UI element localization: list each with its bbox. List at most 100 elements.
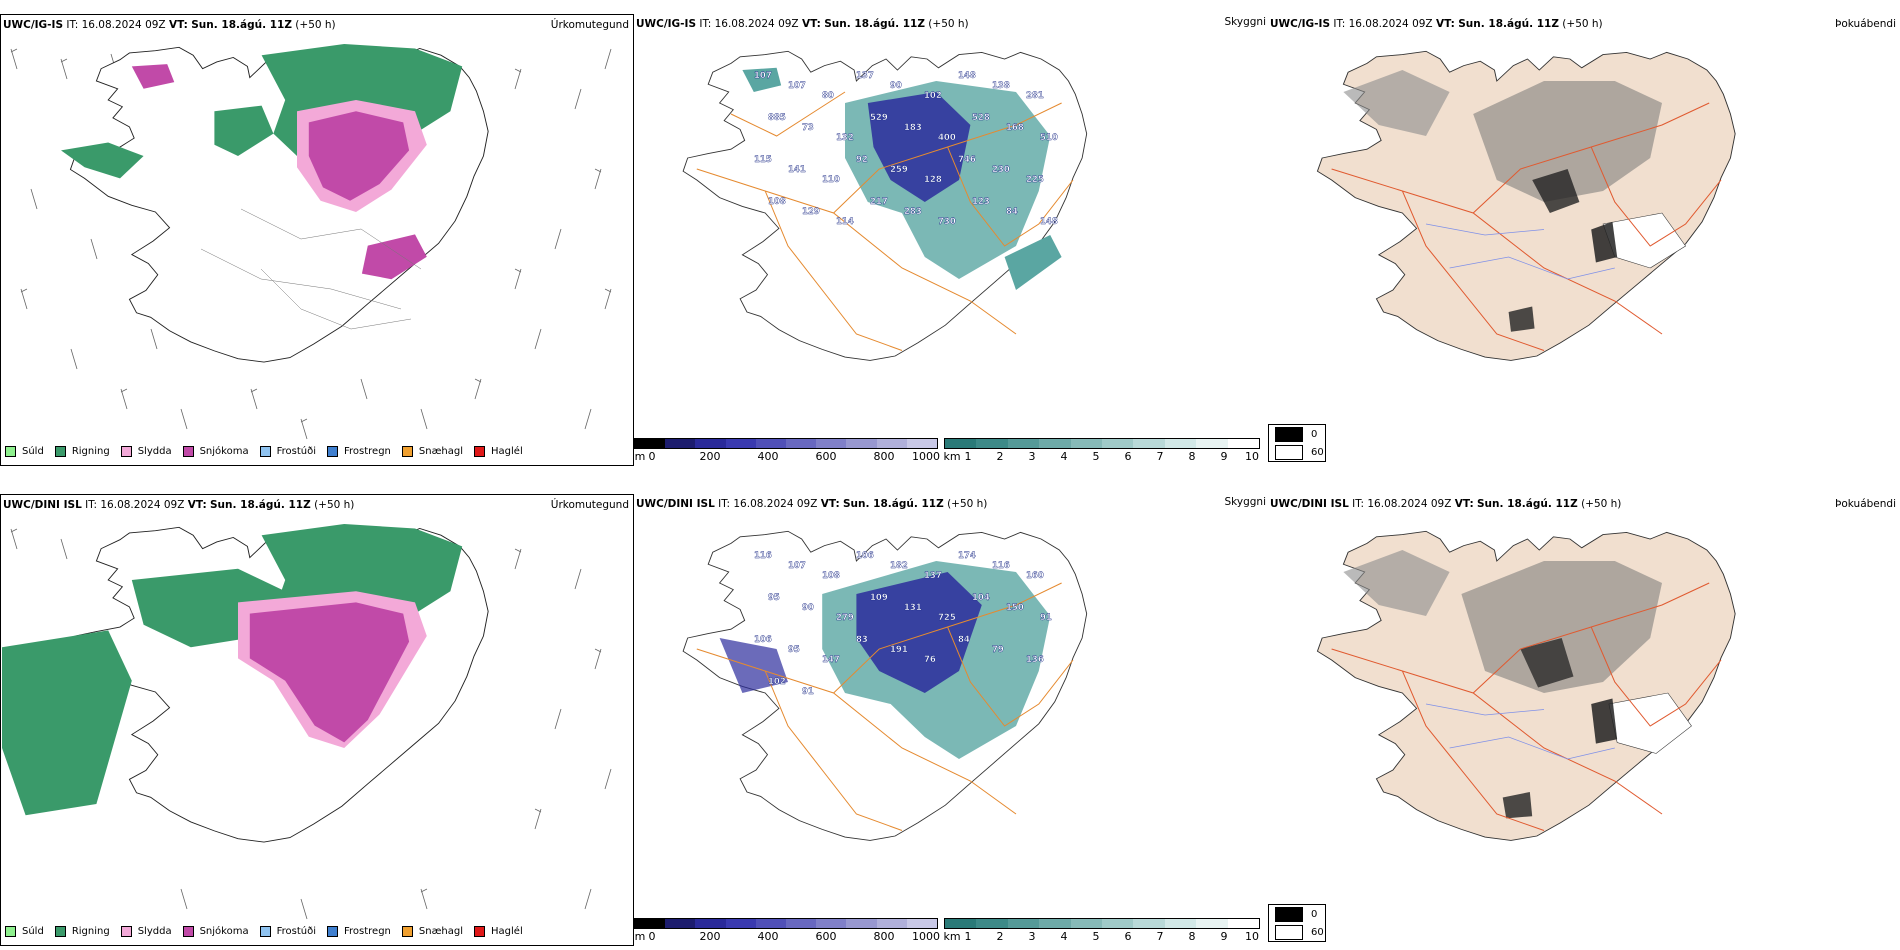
panel-label: Úrkomutegund <box>550 19 629 31</box>
cloud-base-label: 123 <box>972 197 990 207</box>
colorbar-segment <box>906 919 938 928</box>
colorbar-segment <box>665 919 696 928</box>
visibility-panel-top: UWC/IG-IS IT: 16.08.2024 09Z VT: Sun. 18… <box>634 14 1268 466</box>
legend-swatch <box>327 925 338 937</box>
cloud-base-label: 95 <box>788 645 800 655</box>
cloud-base-label: 109 <box>870 593 888 603</box>
ceiling-colorbar: m 0 200 400 600 800 1000 <box>634 438 940 463</box>
cloud-base-label: 102 <box>924 91 942 101</box>
cloud-base-label: 725 <box>938 613 956 623</box>
visibility-colorbar: km 1 2 3 4 5 6 7 8 9 10 <box>943 438 1260 463</box>
legend-swatch <box>5 445 16 457</box>
legend-swatch <box>401 925 413 937</box>
panel-label: Skyggni <box>1224 16 1267 28</box>
cloud-base-label: 116 <box>992 561 1010 571</box>
legend-item: Frostregn <box>327 445 391 457</box>
cloud-base-label: 746 <box>958 155 976 165</box>
cloud-base-label: 147 <box>822 655 840 665</box>
cloud-base-label: 107 <box>788 81 806 91</box>
visibility-colorbar-ticks: km 1 2 3 4 5 6 7 8 9 10 <box>943 450 1259 463</box>
colorbar-segment <box>695 439 726 448</box>
colorbar-segment <box>816 439 847 448</box>
colorbar-segment <box>1164 439 1197 448</box>
colorbar-segment <box>1164 919 1197 928</box>
legend-item: Haglél <box>474 445 523 457</box>
cloud-base-label: 128 <box>924 175 942 185</box>
legend-item: Súld <box>5 445 44 457</box>
colorbar-segment <box>1133 439 1165 448</box>
cloud-base-label: 168 <box>1006 123 1024 133</box>
cloud-base-label: 84 <box>1006 207 1018 217</box>
ceiling-colorbar-ticks: m 0 200 400 600 800 1000 <box>634 930 940 943</box>
cloud-base-label: 91 <box>802 687 814 697</box>
cloud-base-label: 529 <box>870 113 888 123</box>
fog-legend-item: 0 <box>1269 905 1325 923</box>
cloud-base-labels: 107 107 80 137 90 102 148 138 281 885 73 132 529 183 4… <box>754 71 1058 227</box>
visibility-panel-bottom: UWC/DINI ISL IT: 16.08.2024 09Z VT: Sun.… <box>634 494 1268 946</box>
legend-item: Slydda <box>120 445 172 457</box>
colorbar-segment <box>635 439 666 448</box>
colorbar-segment <box>725 439 756 448</box>
legend-item: Frostúði <box>259 925 316 937</box>
cloud-base-label: 150 <box>1006 603 1024 613</box>
panel-label: Skyggni <box>1224 496 1267 508</box>
colorbar-segment <box>786 439 817 448</box>
colorbar-segment <box>945 919 977 928</box>
precip-map <box>1 524 612 920</box>
legend-item: Snjókoma <box>182 925 249 937</box>
fog-map <box>1316 50 1736 361</box>
ceiling-colorbar-ticks: m 0 200 400 600 800 1000 <box>634 450 940 463</box>
legend-item: Slydda <box>120 925 172 937</box>
fog-legend: 0 60 <box>1268 904 1326 942</box>
cloud-base-label: 230 <box>992 165 1010 175</box>
cloud-base-label: 84 <box>958 635 970 645</box>
cloud-base-label: 91 <box>1040 613 1052 623</box>
colorbar-segment <box>1196 439 1228 448</box>
precip-legend: Súld Rigning Slydda Snjókoma Frostúði Fr… <box>5 439 534 463</box>
cloud-base-label: 80 <box>822 91 834 101</box>
cloud-base-label: 136 <box>1026 655 1044 665</box>
legend-item: Snæhagl <box>401 925 463 937</box>
cloud-base-label: 73 <box>802 123 814 133</box>
fog-swatch <box>1275 906 1303 922</box>
cloud-base-label: 182 <box>890 561 908 571</box>
cloud-base-label: 95 <box>768 593 780 603</box>
cloud-base-label: 79 <box>992 645 1004 655</box>
legend-item: Rigning <box>54 925 110 937</box>
colorbar-segment <box>1133 919 1165 928</box>
colorbar-segment <box>1196 919 1228 928</box>
cloud-base-label: 106 <box>754 635 772 645</box>
colorbar-segment <box>1227 919 1260 928</box>
ceiling-colorbar-bar <box>634 438 938 449</box>
panel-title: UWC/DINI ISL IT: 16.08.2024 09Z VT: Sun.… <box>636 498 988 510</box>
cloud-base-label: 107 <box>754 71 772 81</box>
cloud-base-label: 102 <box>768 677 786 687</box>
colorbar-segment <box>695 919 726 928</box>
cloud-base-label: 528 <box>972 113 990 123</box>
precip-type-panel-bottom: UWC/DINI ISL IT: 16.08.2024 09Z VT: Sun.… <box>0 494 634 946</box>
cloud-base-label: 217 <box>870 197 888 207</box>
colorbar-segment <box>1007 919 1040 928</box>
cloud-base-label: 92 <box>856 155 868 165</box>
cloud-base-label: 283 <box>904 207 922 217</box>
cloud-base-label: 183 <box>904 123 922 133</box>
cloud-base-label: 131 <box>904 603 922 613</box>
fog-legend-item: 60 <box>1269 443 1325 461</box>
cloud-base-label: 110 <box>822 175 840 185</box>
colorbar-segment <box>906 439 938 448</box>
cloud-base-label: 885 <box>768 113 786 123</box>
colorbar-segment <box>755 439 787 448</box>
colorbar-segment <box>816 919 847 928</box>
panel-title: UWC/DINI ISL IT: 16.08.2024 09Z VT: Sun.… <box>1270 498 1622 510</box>
cloud-base-label: 116 <box>754 551 772 561</box>
cloud-base-label: 83 <box>856 635 868 645</box>
colorbar-segment <box>1039 439 1071 448</box>
cloud-base-labels: 116 107 108 106 182 137 174 116 160 95 90 279 109 131… <box>754 551 1052 697</box>
panel-title: UWC/IG-IS IT: 16.08.2024 09Z VT: Sun. 18… <box>1270 18 1603 30</box>
legend-item: Rigning <box>54 445 110 457</box>
colorbar-segment <box>1102 919 1134 928</box>
cloud-base-label: 730 <box>938 217 956 227</box>
cloud-base-label: 107 <box>788 561 806 571</box>
legend-item: Frostregn <box>327 925 391 937</box>
fog-legend-item: 60 <box>1269 923 1325 941</box>
